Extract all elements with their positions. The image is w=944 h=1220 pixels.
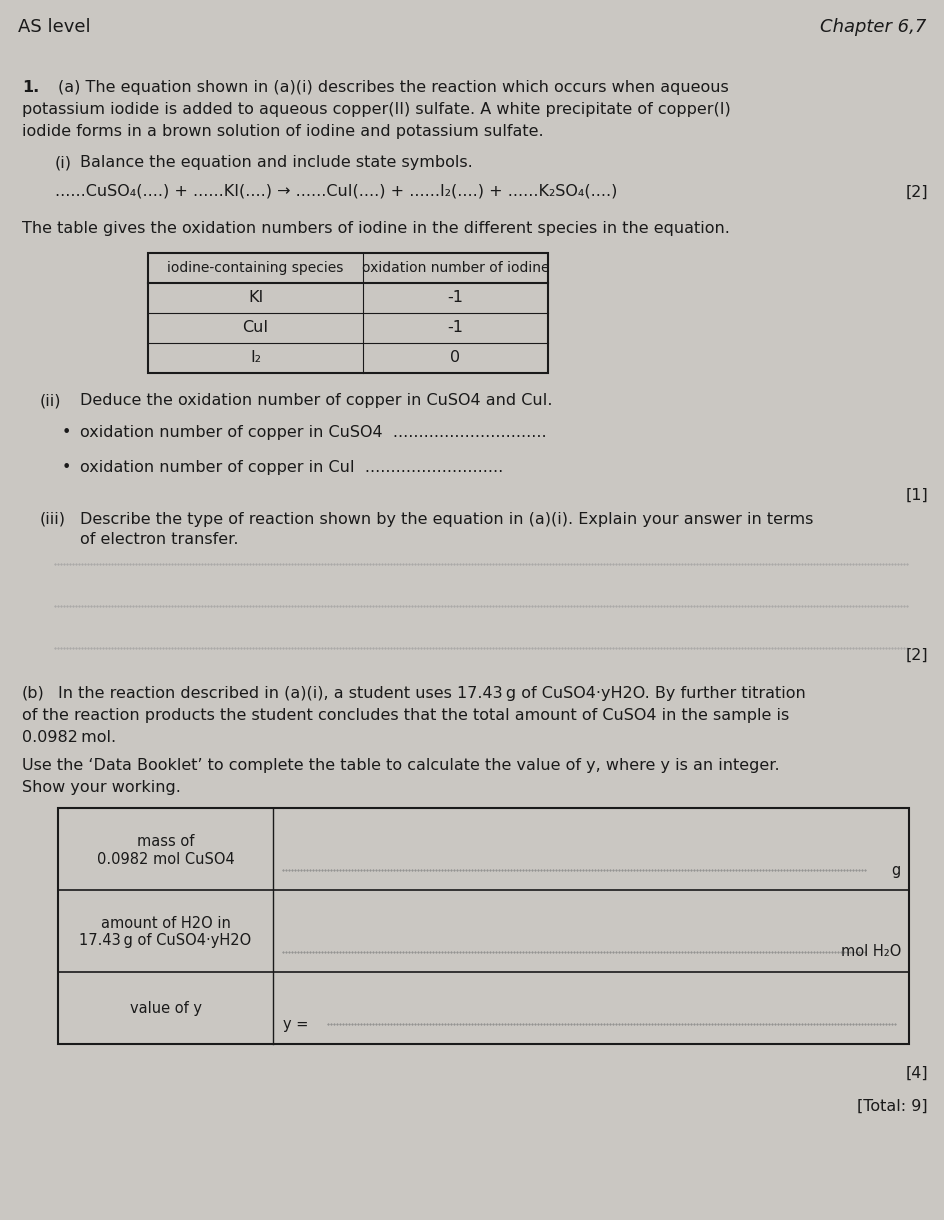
Text: (a) The equation shown in (a)(i) describes the reaction which occurs when aqueou: (a) The equation shown in (a)(i) describ…: [58, 81, 729, 95]
Text: •: •: [62, 460, 72, 475]
Text: mass of: mass of: [137, 833, 194, 848]
Text: [4]: [4]: [905, 1066, 928, 1081]
Text: -1: -1: [447, 290, 464, 305]
Text: of electron transfer.: of electron transfer.: [80, 532, 239, 547]
Text: [1]: [1]: [905, 488, 928, 503]
Text: oxidation number of copper in CuSO4  ..............................: oxidation number of copper in CuSO4 ....…: [80, 425, 547, 440]
Text: KI: KI: [248, 290, 263, 305]
Text: -1: -1: [447, 321, 464, 336]
Text: 1.: 1.: [22, 81, 40, 95]
Text: amount of H2O in: amount of H2O in: [101, 915, 230, 931]
Bar: [148, 253, 548, 373]
Text: mol H₂O: mol H₂O: [840, 944, 901, 959]
Text: •: •: [62, 425, 72, 440]
Text: oxidation number of copper in CuI  ...........................: oxidation number of copper in CuI ......…: [80, 460, 503, 475]
Text: ......CuSO₄(....) + ......KI(....) → ......CuI(....) + ......I₂(....) + ......K₂: ......CuSO₄(....) + ......KI(....) → ...…: [55, 183, 617, 198]
Text: potassium iodide is added to aqueous copper(II) sulfate. A white precipitate of : potassium iodide is added to aqueous cop…: [22, 102, 731, 117]
Text: CuI: CuI: [243, 321, 268, 336]
Text: Describe the type of reaction shown by the equation in (a)(i). Explain your answ: Describe the type of reaction shown by t…: [80, 512, 814, 527]
Text: (iii): (iii): [40, 512, 66, 527]
Text: [2]: [2]: [905, 648, 928, 662]
Text: 0.0982 mol.: 0.0982 mol.: [22, 730, 116, 745]
Text: 0: 0: [450, 350, 461, 366]
Text: value of y: value of y: [129, 1000, 201, 1015]
Text: 17.43 g of CuSO4·yH2O: 17.43 g of CuSO4·yH2O: [79, 933, 252, 948]
Text: In the reaction described in (a)(i), a student uses 17.43 g of CuSO4·yH2O. By fu: In the reaction described in (a)(i), a s…: [58, 686, 806, 702]
Text: The table gives the oxidation numbers of iodine in the different species in the : The table gives the oxidation numbers of…: [22, 221, 730, 235]
Text: (i): (i): [55, 155, 72, 170]
Text: (ii): (ii): [40, 393, 61, 407]
Text: I₂: I₂: [250, 350, 261, 366]
Text: Use the ‘Data Booklet’ to complete the table to calculate the value of y, where : Use the ‘Data Booklet’ to complete the t…: [22, 758, 780, 773]
Text: Show your working.: Show your working.: [22, 780, 181, 795]
Text: Deduce the oxidation number of copper in CuSO4 and CuI.: Deduce the oxidation number of copper in…: [80, 393, 552, 407]
Text: Balance the equation and include state symbols.: Balance the equation and include state s…: [80, 155, 473, 170]
Text: [2]: [2]: [905, 185, 928, 200]
Text: iodine-containing species: iodine-containing species: [167, 261, 344, 274]
Text: Chapter 6,7: Chapter 6,7: [819, 18, 926, 37]
Text: g: g: [892, 863, 901, 877]
Bar: [58, 808, 909, 1044]
Text: of the reaction products the student concludes that the total amount of CuSO4 in: of the reaction products the student con…: [22, 708, 789, 723]
Text: 0.0982 mol CuSO4: 0.0982 mol CuSO4: [96, 852, 234, 866]
Text: oxidation number of iodine: oxidation number of iodine: [362, 261, 549, 274]
Text: AS level: AS level: [18, 18, 91, 37]
Text: (b): (b): [22, 686, 44, 702]
Text: iodide forms in a brown solution of iodine and potassium sulfate.: iodide forms in a brown solution of iodi…: [22, 124, 544, 139]
Text: y =: y =: [283, 1016, 309, 1031]
Text: [Total: 9]: [Total: 9]: [857, 1099, 928, 1114]
